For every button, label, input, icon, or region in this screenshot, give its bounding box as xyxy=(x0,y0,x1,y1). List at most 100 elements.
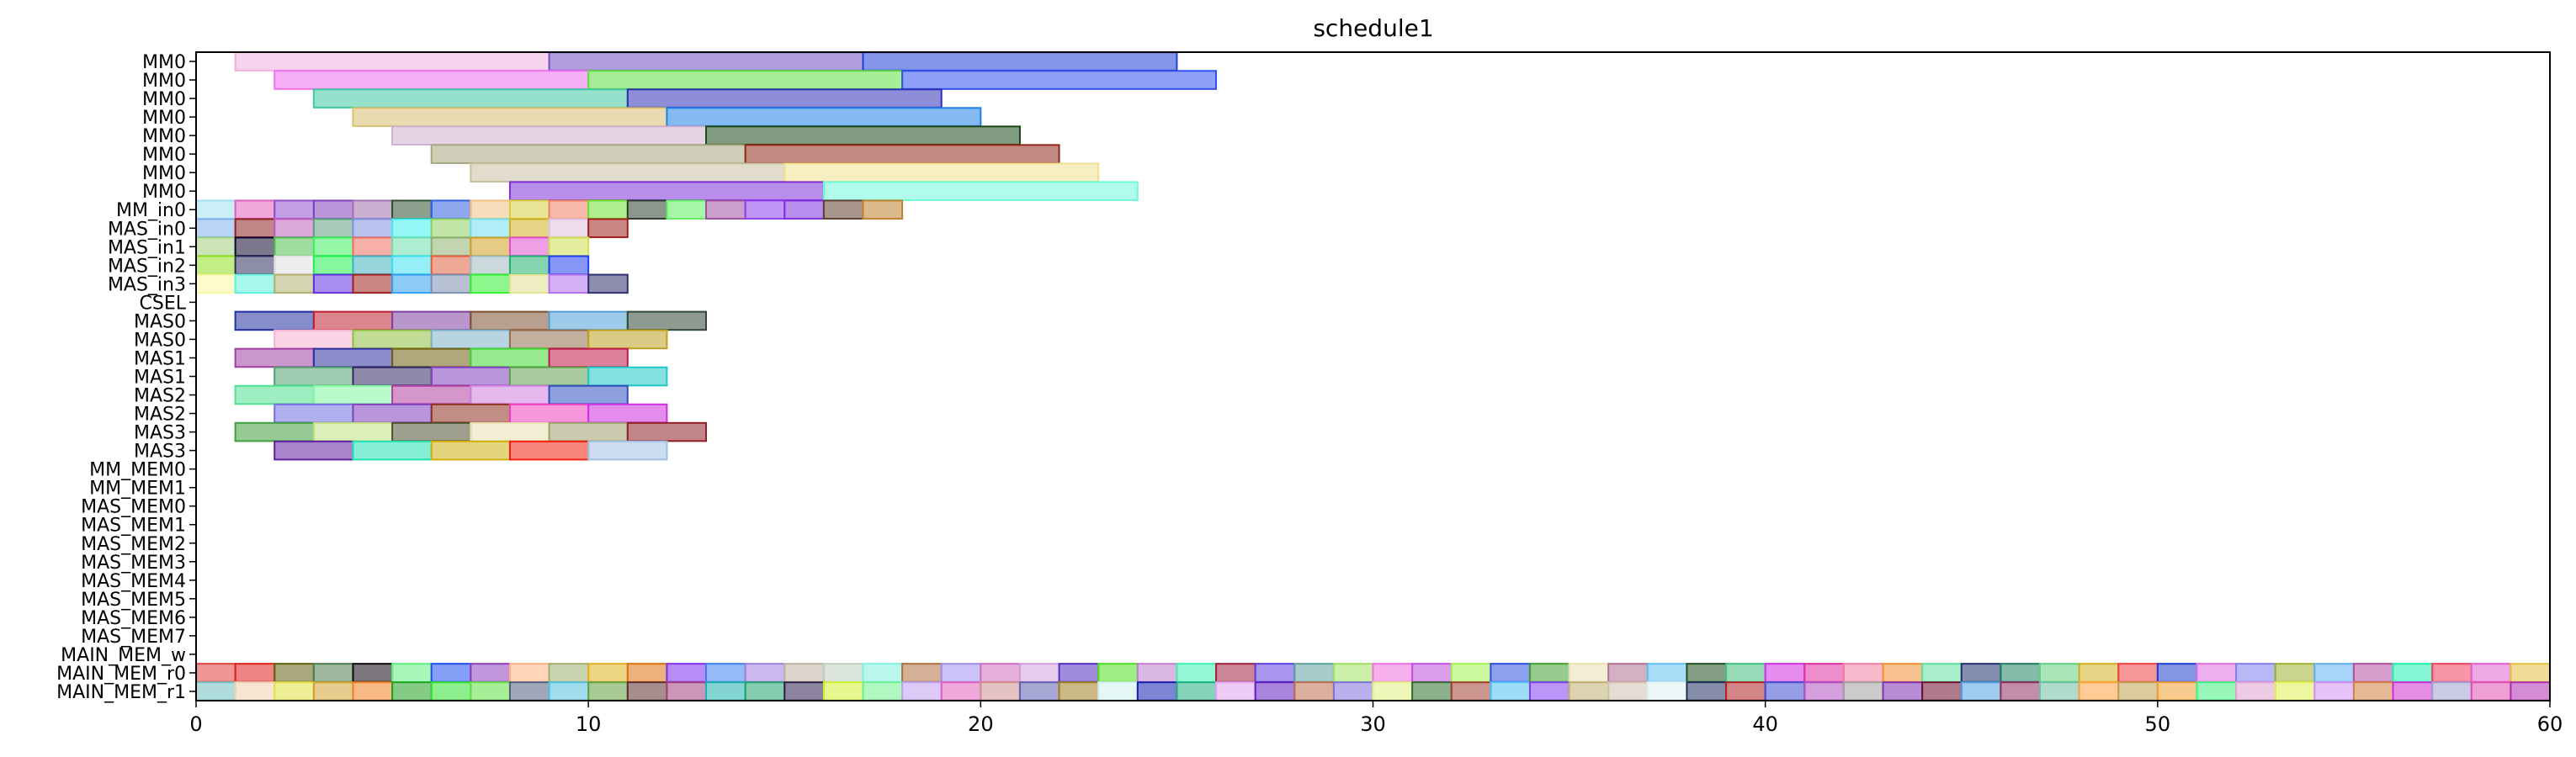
task-bar xyxy=(312,663,354,683)
task-bar xyxy=(352,366,433,387)
task-bar xyxy=(1018,681,1060,701)
task-bar xyxy=(666,663,708,683)
task-bar xyxy=(1921,681,1963,701)
task-bar xyxy=(587,366,668,387)
y-tick-label: MAS_MEM1 xyxy=(81,516,186,537)
y-tick-label: MAIN_MEM_r0 xyxy=(56,664,186,685)
task-bar xyxy=(470,236,511,257)
task-bar xyxy=(548,310,629,331)
task-bar xyxy=(430,329,511,350)
task-bar xyxy=(2196,681,2238,701)
task-bar xyxy=(548,218,590,239)
task-bar xyxy=(548,199,590,220)
y-tick-label: MM0 xyxy=(142,89,186,110)
task-bar xyxy=(822,681,864,701)
x-tick-label: 20 xyxy=(968,712,994,736)
task-bar xyxy=(705,199,746,220)
task-bar xyxy=(274,218,315,239)
task-bar xyxy=(2510,681,2551,701)
task-bar xyxy=(626,663,668,683)
task-bar xyxy=(822,663,864,683)
task-bar xyxy=(508,663,550,683)
y-tick-label: MAS2 xyxy=(134,386,186,407)
task-bar xyxy=(1372,681,1414,701)
x-tick-label: 10 xyxy=(576,712,602,736)
y-tick-label: MAS0 xyxy=(134,330,186,351)
task-bar xyxy=(862,51,1178,71)
task-bar xyxy=(2470,681,2512,701)
task-bar xyxy=(1528,663,1570,683)
task-bar xyxy=(274,681,315,701)
task-bar xyxy=(2000,681,2041,701)
task-bar xyxy=(470,663,511,683)
task-bar xyxy=(980,681,1021,701)
task-bar xyxy=(1764,681,1806,701)
task-bar xyxy=(195,218,236,239)
x-tick-label: 50 xyxy=(2145,712,2171,736)
task-bar xyxy=(548,663,590,683)
task-bar xyxy=(587,329,668,350)
y-tick-label: MAS_in3 xyxy=(108,274,186,295)
task-bar xyxy=(901,70,1218,90)
task-bar xyxy=(195,663,236,683)
task-bar xyxy=(1803,663,1845,683)
chart-title: schedule1 xyxy=(1313,14,1433,42)
task-bar xyxy=(548,273,590,294)
task-bar xyxy=(1136,681,1178,701)
task-bar xyxy=(2431,663,2472,683)
task-bar xyxy=(352,329,433,350)
task-bars xyxy=(195,51,2551,701)
task-bar xyxy=(470,310,550,331)
task-bar xyxy=(666,199,708,220)
task-bar xyxy=(195,236,236,257)
task-bar xyxy=(508,329,590,350)
task-bar xyxy=(312,218,354,239)
task-bar xyxy=(234,199,276,220)
task-bar xyxy=(274,273,315,294)
task-bar xyxy=(2352,681,2394,701)
task-bar xyxy=(391,125,708,146)
task-bar xyxy=(1411,663,1453,683)
task-bar xyxy=(312,421,394,442)
task-bar xyxy=(391,218,433,239)
task-bar xyxy=(1293,681,1335,701)
task-bar xyxy=(391,310,472,331)
task-bar xyxy=(1646,663,1688,683)
task-bar xyxy=(2235,663,2276,683)
task-bar xyxy=(274,663,315,683)
y-tick-label: MAS_MEM2 xyxy=(81,534,186,555)
task-bar xyxy=(352,199,394,220)
task-bar xyxy=(391,384,472,405)
task-bar xyxy=(1293,663,1335,683)
task-bar xyxy=(274,366,354,387)
task-bar xyxy=(430,663,472,683)
y-tick-label: MAS1 xyxy=(134,348,186,369)
task-bar xyxy=(352,273,394,294)
task-bar xyxy=(548,384,629,405)
task-bar xyxy=(587,218,629,239)
task-bar xyxy=(430,681,472,701)
task-bar xyxy=(2431,681,2472,701)
task-bar xyxy=(1411,681,1453,701)
task-bar xyxy=(1332,681,1374,701)
task-bar xyxy=(1960,663,2002,683)
task-bar xyxy=(626,421,708,442)
task-bar xyxy=(312,255,354,276)
task-bar xyxy=(1686,663,1728,683)
task-bar xyxy=(783,681,825,701)
task-bar xyxy=(234,681,276,701)
task-bar xyxy=(195,681,236,701)
task-bar xyxy=(548,347,629,368)
task-bar xyxy=(470,384,550,405)
y-tick-label: MAIN_MEM_w xyxy=(61,645,186,666)
task-bar xyxy=(705,125,1021,146)
task-bar xyxy=(1764,663,1806,683)
task-bar xyxy=(470,218,511,239)
task-bar xyxy=(312,199,354,220)
task-bar xyxy=(470,273,511,294)
task-bar xyxy=(940,663,982,683)
task-bar xyxy=(1842,681,1884,701)
task-bar xyxy=(508,681,550,701)
task-bar xyxy=(470,255,511,276)
